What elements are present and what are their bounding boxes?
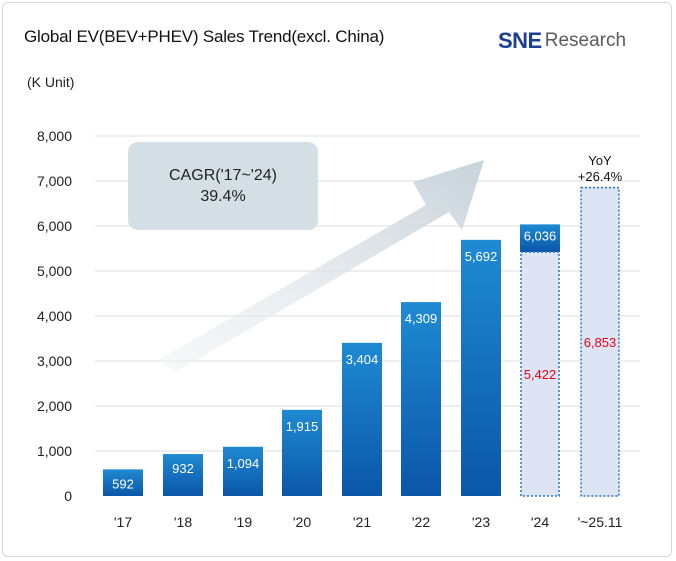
y-tick-label: 4,000 bbox=[37, 308, 72, 324]
y-tick-label: 5,000 bbox=[37, 263, 72, 279]
sne-research-logo: SNE Research bbox=[498, 27, 626, 55]
bar-value-label: 4,309 bbox=[405, 311, 438, 326]
bar bbox=[401, 302, 441, 496]
y-tick-label: 1,000 bbox=[37, 443, 72, 459]
bar-fullyear-segment bbox=[520, 224, 560, 253]
bar-value-label: 6,036 bbox=[524, 228, 557, 243]
x-tick-label: '18 bbox=[174, 514, 192, 530]
x-tick-label: '~25.11 bbox=[578, 514, 623, 530]
y-axis-ticks: 0 1,000 2,000 3,000 4,000 5,000 6,000 7,000 8,00… bbox=[37, 128, 72, 504]
bar-partial bbox=[580, 186, 620, 497]
bars: 592 932 1,094 1,915 3,404 4,309 5,692 5,422 6,03… bbox=[103, 186, 620, 497]
logo-sne-word: SNE bbox=[498, 28, 542, 53]
x-tick-label: '20 bbox=[293, 514, 311, 530]
logo-research-text: Research bbox=[544, 30, 627, 51]
x-tick-label: '22 bbox=[412, 514, 430, 530]
bar-value-label: 1,915 bbox=[286, 419, 319, 434]
x-tick-label: '17 bbox=[114, 514, 132, 530]
bar-partial-value-label: 5,422 bbox=[524, 367, 557, 382]
bar bbox=[282, 409, 322, 496]
chart-title: Global EV(BEV+PHEV) Sales Trend(excl. Ch… bbox=[24, 27, 385, 46]
yoy-value: +26.4% bbox=[577, 169, 623, 184]
bar bbox=[342, 342, 382, 496]
bar-value-label: 3,404 bbox=[346, 352, 379, 367]
bar-partial-value-label: 6,853 bbox=[584, 335, 617, 350]
y-tick-label: 2,000 bbox=[37, 398, 72, 414]
cagr-value: 39.4% bbox=[200, 188, 246, 205]
growth-arrow bbox=[158, 160, 484, 372]
cagr-callout: CAGR('17~'24) 39.4% bbox=[128, 142, 318, 230]
bar bbox=[461, 239, 501, 497]
bar-value-label: 592 bbox=[112, 476, 134, 491]
yoy-label: YoY bbox=[588, 153, 612, 168]
bar bbox=[163, 454, 203, 496]
bar bbox=[103, 469, 143, 496]
x-tick-label: '21 bbox=[353, 514, 371, 530]
x-tick-label: '24 bbox=[531, 514, 549, 530]
y-tick-label: 7,000 bbox=[37, 173, 72, 189]
yoy-annotation: YoY +26.4% bbox=[566, 153, 634, 185]
unit-label: (K Unit) bbox=[27, 74, 75, 90]
cagr-period: CAGR('17~'24) bbox=[169, 167, 277, 184]
bar-value-label: 1,094 bbox=[227, 456, 260, 471]
bar bbox=[223, 446, 263, 496]
y-tick-label: 6,000 bbox=[37, 218, 72, 234]
x-tick-label: '23 bbox=[472, 514, 490, 530]
bar-value-label: 932 bbox=[172, 461, 194, 476]
x-tick-label: '19 bbox=[234, 514, 252, 530]
bar-partial bbox=[520, 251, 560, 497]
y-tick-label: 3,000 bbox=[37, 353, 72, 369]
x-axis-ticks: '17 '18 '19 '20 '21 '22 '23 '24 '~25.11 bbox=[114, 514, 623, 530]
logo-sne-text: SNE bbox=[498, 28, 542, 54]
y-tick-label: 0 bbox=[64, 488, 72, 504]
bar-value-label: 5,692 bbox=[465, 249, 498, 264]
y-tick-label: 8,000 bbox=[37, 128, 72, 144]
